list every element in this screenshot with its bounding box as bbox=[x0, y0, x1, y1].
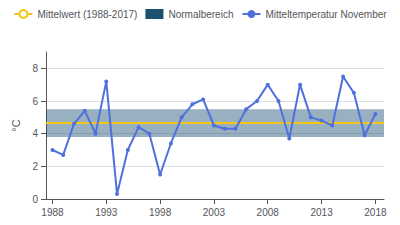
svg-text:Normalbereich: Normalbereich bbox=[168, 9, 233, 20]
svg-text:°C: °C bbox=[10, 119, 22, 131]
svg-text:2018: 2018 bbox=[364, 207, 387, 218]
svg-text:Mittelwert (1988-2017): Mittelwert (1988-2017) bbox=[37, 9, 137, 20]
svg-text:1998: 1998 bbox=[149, 207, 172, 218]
svg-text:4: 4 bbox=[32, 128, 38, 139]
svg-text:2: 2 bbox=[32, 161, 38, 172]
svg-text:Mitteltemperatur November: Mitteltemperatur November bbox=[265, 9, 387, 20]
svg-text:1993: 1993 bbox=[95, 207, 118, 218]
svg-text:8: 8 bbox=[32, 63, 38, 74]
svg-text:0: 0 bbox=[32, 194, 38, 205]
svg-text:1988: 1988 bbox=[41, 207, 64, 218]
svg-text:6: 6 bbox=[32, 96, 38, 107]
svg-text:2013: 2013 bbox=[310, 207, 333, 218]
svg-text:2003: 2003 bbox=[203, 207, 226, 218]
svg-text:2008: 2008 bbox=[257, 207, 280, 218]
